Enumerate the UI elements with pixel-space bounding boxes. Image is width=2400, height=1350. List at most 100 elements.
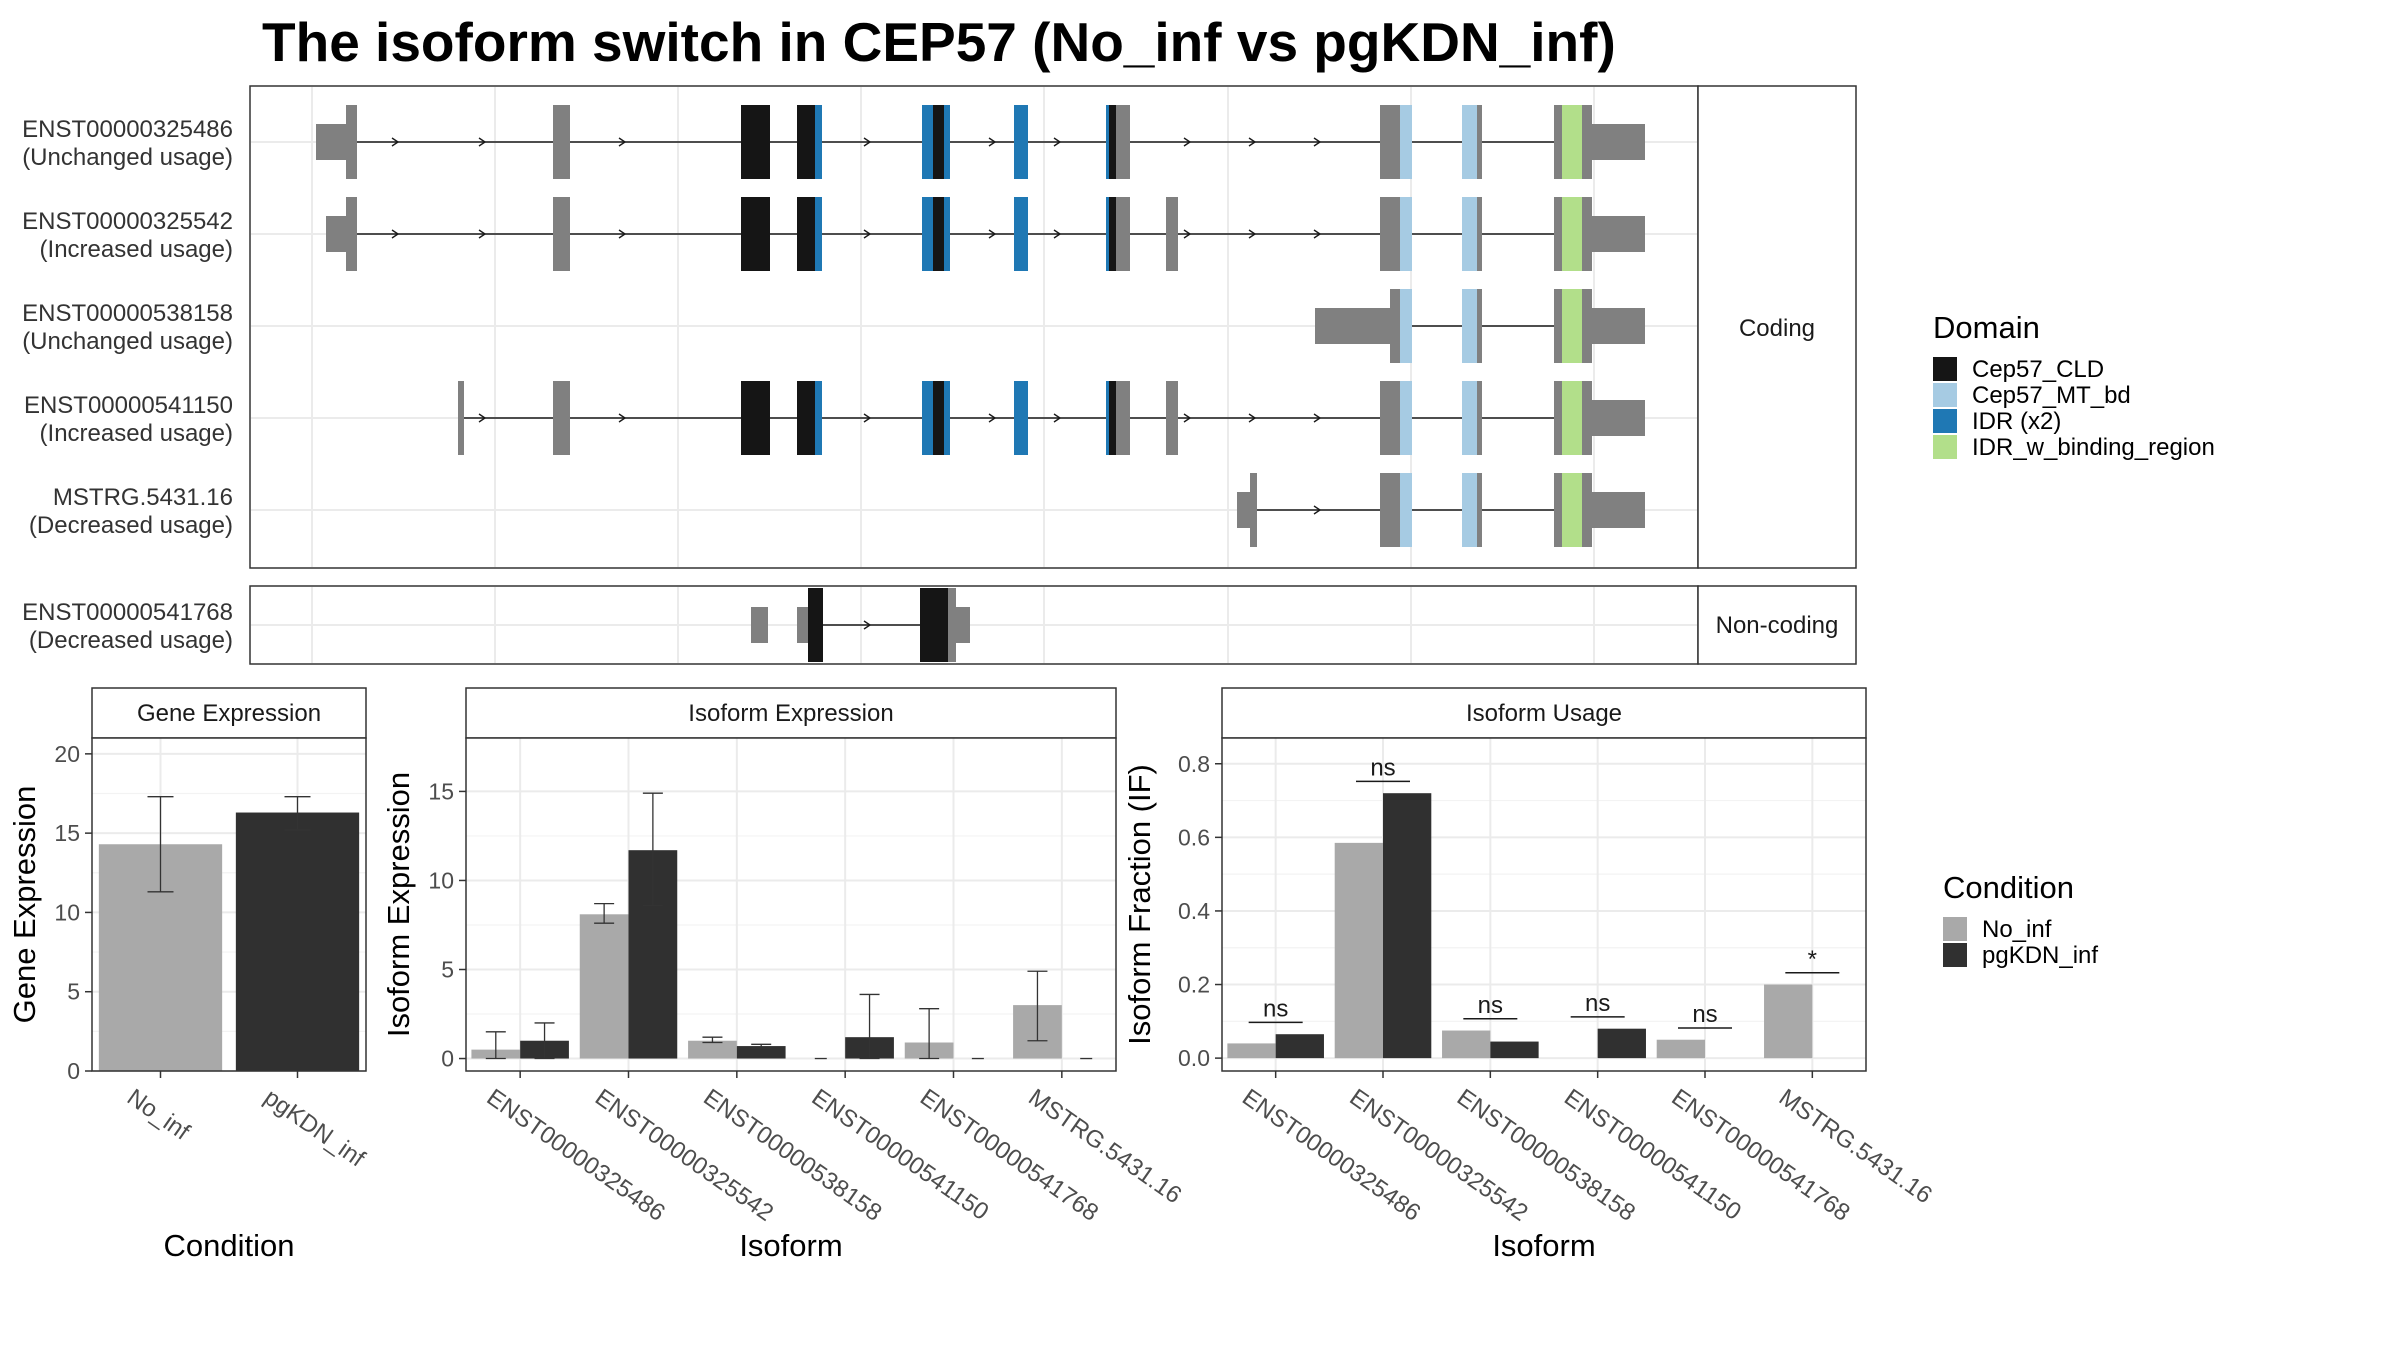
intron-arrow	[1313, 413, 1322, 423]
exon	[458, 381, 464, 455]
exon	[553, 381, 570, 455]
y-tick-label: 0	[441, 1046, 454, 1072]
domain-exon	[1462, 105, 1477, 179]
intron-arrow	[988, 413, 997, 423]
exon	[1237, 492, 1250, 528]
legend-swatch	[1933, 383, 1957, 407]
y-axis-title: Gene Expression	[7, 786, 42, 1024]
bar	[1764, 984, 1813, 1059]
legend-condition-title: Condition	[1943, 870, 2074, 905]
intron-arrow	[988, 137, 997, 147]
domain-exon	[1462, 289, 1477, 363]
exon	[1166, 197, 1178, 271]
intron-arrow	[391, 229, 400, 239]
legend-domain-item: IDR (x2)	[1972, 408, 2061, 435]
x-tick-label: ENST00000541150	[807, 1084, 994, 1226]
intron-arrow	[1248, 137, 1257, 147]
intron-arrow	[391, 137, 400, 147]
domain-exon	[815, 105, 822, 179]
domain-exon	[1106, 105, 1109, 179]
exon	[316, 124, 346, 160]
plot-frame	[465, 737, 1117, 1072]
legend-domain-title: Domain	[1933, 310, 2040, 345]
domain-exon	[808, 588, 823, 662]
domain-exon	[1562, 197, 1582, 271]
domain-exon	[741, 105, 770, 179]
domain-exon	[1562, 289, 1582, 363]
exon	[1166, 381, 1178, 455]
intron-arrow	[618, 137, 627, 147]
intron-arrow	[1053, 137, 1062, 147]
domain-exon	[797, 381, 815, 455]
transcript-usage-label: (Decreased usage)	[29, 627, 233, 654]
legend-swatch	[1943, 917, 1967, 941]
exon	[1116, 381, 1130, 455]
intron-arrow	[478, 229, 487, 239]
bar	[1490, 1041, 1539, 1059]
intron-arrow	[618, 229, 627, 239]
exon	[1592, 492, 1645, 528]
domain-exon	[1014, 197, 1028, 271]
exon	[1554, 381, 1562, 455]
intron-arrow	[863, 229, 872, 239]
domain-exon	[922, 381, 933, 455]
transcript-usage-label: (Decreased usage)	[29, 512, 233, 539]
significance-label: ns	[1370, 754, 1395, 781]
exon	[1477, 197, 1482, 271]
domain-exon	[1462, 381, 1477, 455]
intron-arrow	[988, 229, 997, 239]
bar	[1383, 793, 1432, 1059]
exon	[1390, 289, 1400, 363]
bar-chart-2: Isoform Expression051015ENST00000325486E…	[381, 687, 1186, 1263]
bar	[1275, 1034, 1324, 1059]
bar	[235, 812, 360, 1071]
legend-swatch	[1933, 357, 1957, 381]
exon	[1582, 197, 1592, 271]
exon	[1592, 216, 1645, 252]
y-tick-label: 0	[67, 1058, 80, 1084]
intron-arrow	[1248, 229, 1257, 239]
x-tick-label: pgKDN_inf	[259, 1084, 370, 1173]
domain-exon	[1400, 381, 1412, 455]
exon	[1116, 197, 1130, 271]
bar	[1597, 1028, 1646, 1059]
y-tick-label: 0.2	[1178, 972, 1210, 998]
transcript-id-label: ENST00000325542	[22, 208, 233, 235]
domain-exon	[1014, 381, 1028, 455]
y-tick-label: 0.0	[1178, 1045, 1210, 1071]
domain-exon	[1106, 381, 1109, 455]
exon	[1554, 105, 1562, 179]
y-tick-label: 15	[54, 820, 80, 846]
plot-frame	[1221, 737, 1867, 1072]
domain-exon	[797, 105, 815, 179]
intron-arrow	[863, 620, 872, 630]
intron-arrow	[1183, 413, 1192, 423]
bar-chart-3: Isoform Usage ns ns ns ns ns * 0.0 0.2 0.4 0.6 0.8 E…	[1122, 687, 1937, 1263]
intron-arrow	[1053, 413, 1062, 423]
legend-swatch	[1933, 435, 1957, 459]
domain-exon	[1462, 473, 1477, 547]
significance-label: ns	[1692, 1001, 1717, 1028]
domain-exon	[1562, 105, 1582, 179]
exon	[1592, 400, 1645, 436]
chart-title: Isoform Usage	[1466, 700, 1622, 727]
x-tick-label: No_inf	[122, 1084, 195, 1146]
domain-exon	[1400, 473, 1412, 547]
intron-arrow	[1313, 505, 1322, 515]
plot-area	[1222, 738, 1866, 1071]
intron-arrow	[1248, 413, 1257, 423]
exon	[1554, 473, 1562, 547]
exon	[751, 607, 768, 643]
intron-arrow	[478, 137, 487, 147]
transcript-id-label: ENST00000541768	[22, 599, 233, 626]
domain-exon	[922, 197, 933, 271]
plot-frame	[91, 737, 367, 1072]
significance-label: ns	[1478, 992, 1503, 1019]
domain-exon	[1462, 197, 1477, 271]
significance-label: ns	[1585, 990, 1610, 1017]
exon	[1582, 105, 1592, 179]
domain-exon	[1109, 381, 1116, 455]
chart-strip	[91, 687, 367, 739]
exon	[948, 588, 956, 662]
